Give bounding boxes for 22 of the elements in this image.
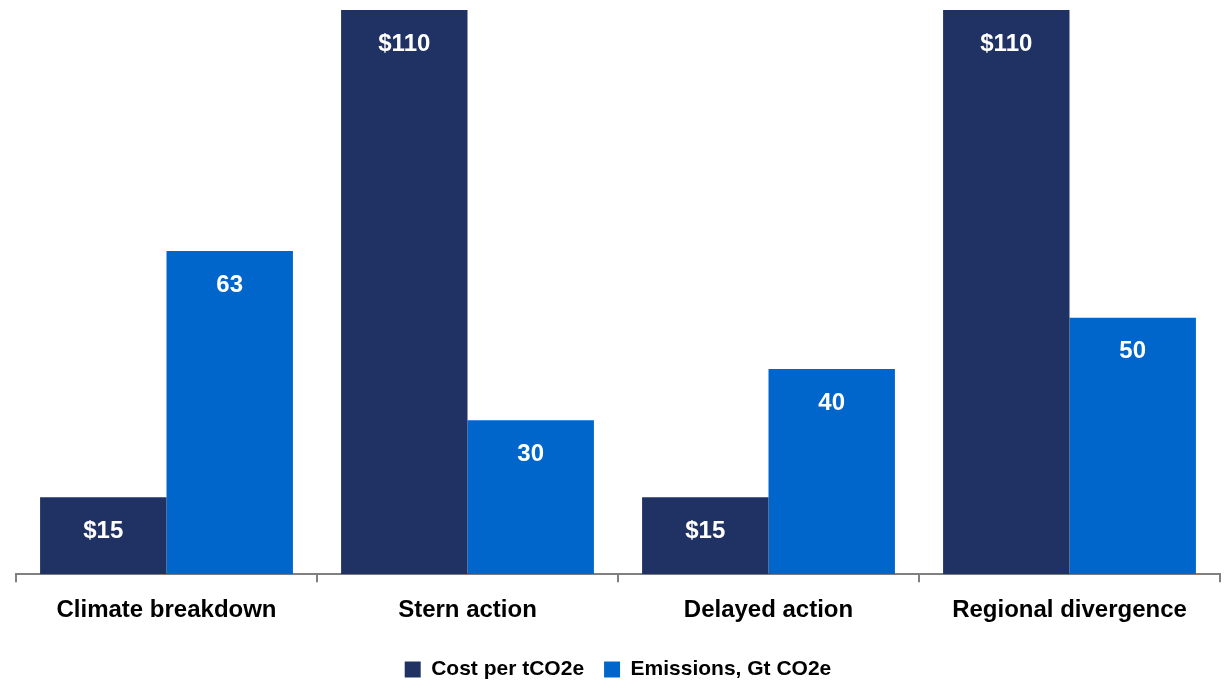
bar bbox=[40, 497, 167, 575]
bar bbox=[467, 420, 594, 575]
legend-label: Cost per tCO2e bbox=[431, 656, 585, 680]
data-label: $15 bbox=[83, 515, 124, 543]
data-label: $15 bbox=[685, 515, 726, 543]
data-label: $110 bbox=[378, 28, 431, 56]
bar bbox=[341, 10, 468, 575]
x-tick-label: Climate breakdown bbox=[56, 595, 277, 623]
bar bbox=[642, 497, 769, 575]
bar bbox=[768, 369, 895, 575]
data-label: 40 bbox=[818, 387, 846, 415]
bar bbox=[166, 251, 293, 575]
data-label: 63 bbox=[216, 269, 244, 297]
bar bbox=[1069, 317, 1196, 575]
data-label: $110 bbox=[980, 28, 1033, 56]
bar bbox=[943, 10, 1070, 575]
x-tick-label: Stern action bbox=[398, 595, 537, 623]
x-tick-label: Delayed action bbox=[683, 595, 854, 623]
legend-label: Emissions, Gt CO2e bbox=[630, 656, 832, 680]
x-tick-label: Regional divergence bbox=[952, 595, 1187, 623]
data-label: 50 bbox=[1119, 336, 1147, 364]
data-label: 30 bbox=[517, 438, 545, 466]
